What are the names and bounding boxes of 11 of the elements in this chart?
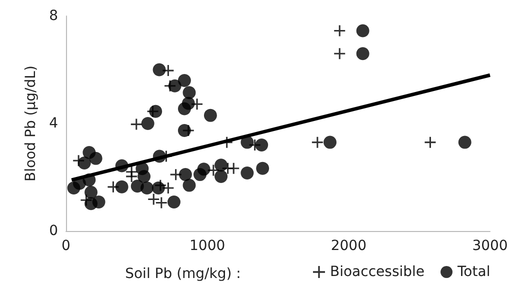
y-tick-label: 8 bbox=[49, 8, 58, 24]
x-tick-label: 2000 bbox=[330, 238, 366, 254]
legend-label: Bioaccessible bbox=[330, 264, 425, 280]
y-axis-title: Blood Pb (µg/dL) bbox=[23, 66, 39, 182]
x-tick-label: 3000 bbox=[472, 238, 508, 254]
x-axis-title: Soil Pb (mg/kg) : bbox=[125, 266, 241, 282]
x-tick-label: 1000 bbox=[190, 238, 226, 254]
y-tick-label: 0 bbox=[49, 223, 58, 239]
y-tick-label: 4 bbox=[49, 116, 58, 132]
legend-label: Total bbox=[456, 264, 490, 280]
x-tick-label: 0 bbox=[62, 238, 70, 254]
